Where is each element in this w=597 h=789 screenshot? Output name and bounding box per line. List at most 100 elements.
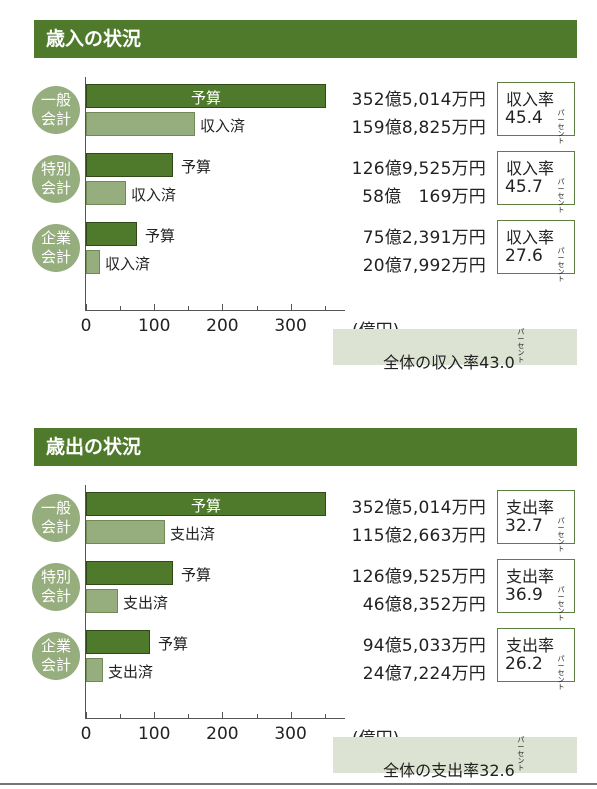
rate-box: 収入率 45.4 パーセント <box>497 82 575 145</box>
budget-bar <box>86 630 150 654</box>
budget-amount: 352億5,014万円 <box>351 498 486 518</box>
y-axis-line <box>85 485 86 718</box>
percent-unit: パーセント <box>557 109 565 145</box>
actual-bar-label: 支出済 <box>123 594 169 612</box>
budget-bar-label: 予算 <box>145 227 176 245</box>
actual-amount: 115億2,663万円 <box>351 526 486 546</box>
budget-bar-label: 予算 <box>190 89 221 107</box>
account-type-line1: 特別 <box>40 568 71 586</box>
actual-bar <box>86 112 195 136</box>
actual-bar-label: 収入済 <box>105 255 151 273</box>
x-tick <box>86 712 87 718</box>
x-minor-tick <box>256 306 258 310</box>
x-tick-label: 200 <box>206 724 239 744</box>
x-tick <box>290 712 292 718</box>
account-type-line1: 一般 <box>40 91 71 109</box>
rate-box: 収入率 45.7 パーセント <box>497 151 575 214</box>
x-minor-tick <box>256 714 258 718</box>
x-minor-tick <box>188 714 190 718</box>
x-axis-line <box>85 718 345 719</box>
overall-rate-summary: 全体の収入率43.0パーセント <box>333 328 577 372</box>
x-tick <box>290 304 292 310</box>
x-minor-tick <box>120 306 122 310</box>
x-tick <box>222 304 224 310</box>
rate-box: 支出率 36.9 パーセント <box>497 559 575 622</box>
budget-amount: 352億5,014万円 <box>351 90 486 110</box>
account-type-line2: 会計 <box>40 179 71 197</box>
rate-value: 32.7 <box>505 516 543 536</box>
x-tick-label: 100 <box>137 724 171 744</box>
rate-box: 収入率 27.6 パーセント <box>497 220 575 283</box>
budget-bar-label: 予算 <box>181 158 212 176</box>
x-tick-label: 0 <box>80 724 92 744</box>
x-minor-tick <box>324 306 326 310</box>
x-tick <box>154 304 156 310</box>
actual-bar-label: 支出済 <box>170 525 216 543</box>
account-type-line2: 会計 <box>40 587 71 605</box>
x-tick-label: 200 <box>206 316 239 336</box>
rate-title: 収入率 <box>506 90 555 109</box>
account-type-line2: 会計 <box>40 656 71 674</box>
account-type-line1: 企業 <box>40 229 71 247</box>
budget-bar <box>86 561 173 585</box>
account-type-line1: 一般 <box>40 499 71 517</box>
actual-bar <box>86 250 100 274</box>
budget-bar <box>86 84 326 108</box>
account-type-line2: 会計 <box>40 518 71 536</box>
account-type-circle: 一般 会計 <box>32 494 80 542</box>
rate-value: 36.9 <box>505 585 543 605</box>
rate-box: 支出率 32.7 パーセント <box>497 490 575 553</box>
percent-unit: パーセント <box>557 655 565 691</box>
actual-amount: 46億8,352万円 <box>362 595 486 615</box>
section-title: 歳出の状況 <box>34 428 577 466</box>
actual-bar <box>86 658 103 682</box>
x-minor-tick <box>120 714 122 718</box>
actual-bar <box>86 181 126 205</box>
budget-bar <box>86 153 173 177</box>
percent-unit: パーセント <box>517 328 525 364</box>
actual-amount: 58億 169万円 <box>362 187 486 207</box>
rate-box: 支出率 26.2 パーセント <box>497 628 575 691</box>
x-tick-label: 300 <box>274 724 307 744</box>
budget-amount: 126億9,525万円 <box>351 567 486 587</box>
x-tick-label: 100 <box>137 316 171 336</box>
x-axis-line <box>85 310 345 311</box>
x-minor-tick <box>188 306 190 310</box>
percent-unit: パーセント <box>557 517 565 553</box>
budget-amount: 75億2,391万円 <box>362 228 486 248</box>
actual-amount: 20億7,992万円 <box>362 256 486 276</box>
percent-unit: パーセント <box>557 178 565 214</box>
x-tick <box>222 712 224 718</box>
actual-bar <box>86 589 118 613</box>
rate-title: 支出率 <box>506 498 555 517</box>
rate-value: 45.4 <box>505 108 543 128</box>
account-type-circle: 企業 会計 <box>32 224 80 272</box>
rate-title: 収入率 <box>506 159 555 178</box>
budget-bar <box>86 492 326 516</box>
overall-rate-text: 全体の支出率32.6 <box>383 761 515 780</box>
account-type-line1: 企業 <box>40 637 71 655</box>
rate-title: 収入率 <box>506 228 555 247</box>
account-type-circle: 特別 会計 <box>32 155 80 203</box>
rate-value: 27.6 <box>505 246 543 266</box>
x-tick <box>154 712 156 718</box>
percent-unit: パーセント <box>557 247 565 283</box>
percent-unit: パーセント <box>557 586 565 622</box>
overall-rate-text: 全体の収入率43.0 <box>383 353 515 372</box>
y-axis-line <box>85 77 86 310</box>
actual-amount: 24億7,224万円 <box>362 664 486 684</box>
budget-amount: 126億9,525万円 <box>351 159 486 179</box>
bottom-rule <box>0 783 597 785</box>
actual-bar-label: 支出済 <box>108 663 154 681</box>
budget-amount: 94億5,033万円 <box>362 636 486 656</box>
account-type-line2: 会計 <box>40 248 71 266</box>
account-type-line1: 特別 <box>40 160 71 178</box>
rate-value: 26.2 <box>505 654 543 674</box>
section-title: 歳入の状況 <box>34 20 577 58</box>
budget-bar-label: 予算 <box>190 497 221 515</box>
account-type-circle: 特別 会計 <box>32 563 80 611</box>
overall-rate-summary: 全体の支出率32.6パーセント <box>333 737 577 780</box>
budget-bar-label: 予算 <box>158 635 189 653</box>
actual-bar-label: 収入済 <box>131 186 177 204</box>
account-type-line2: 会計 <box>40 110 71 128</box>
